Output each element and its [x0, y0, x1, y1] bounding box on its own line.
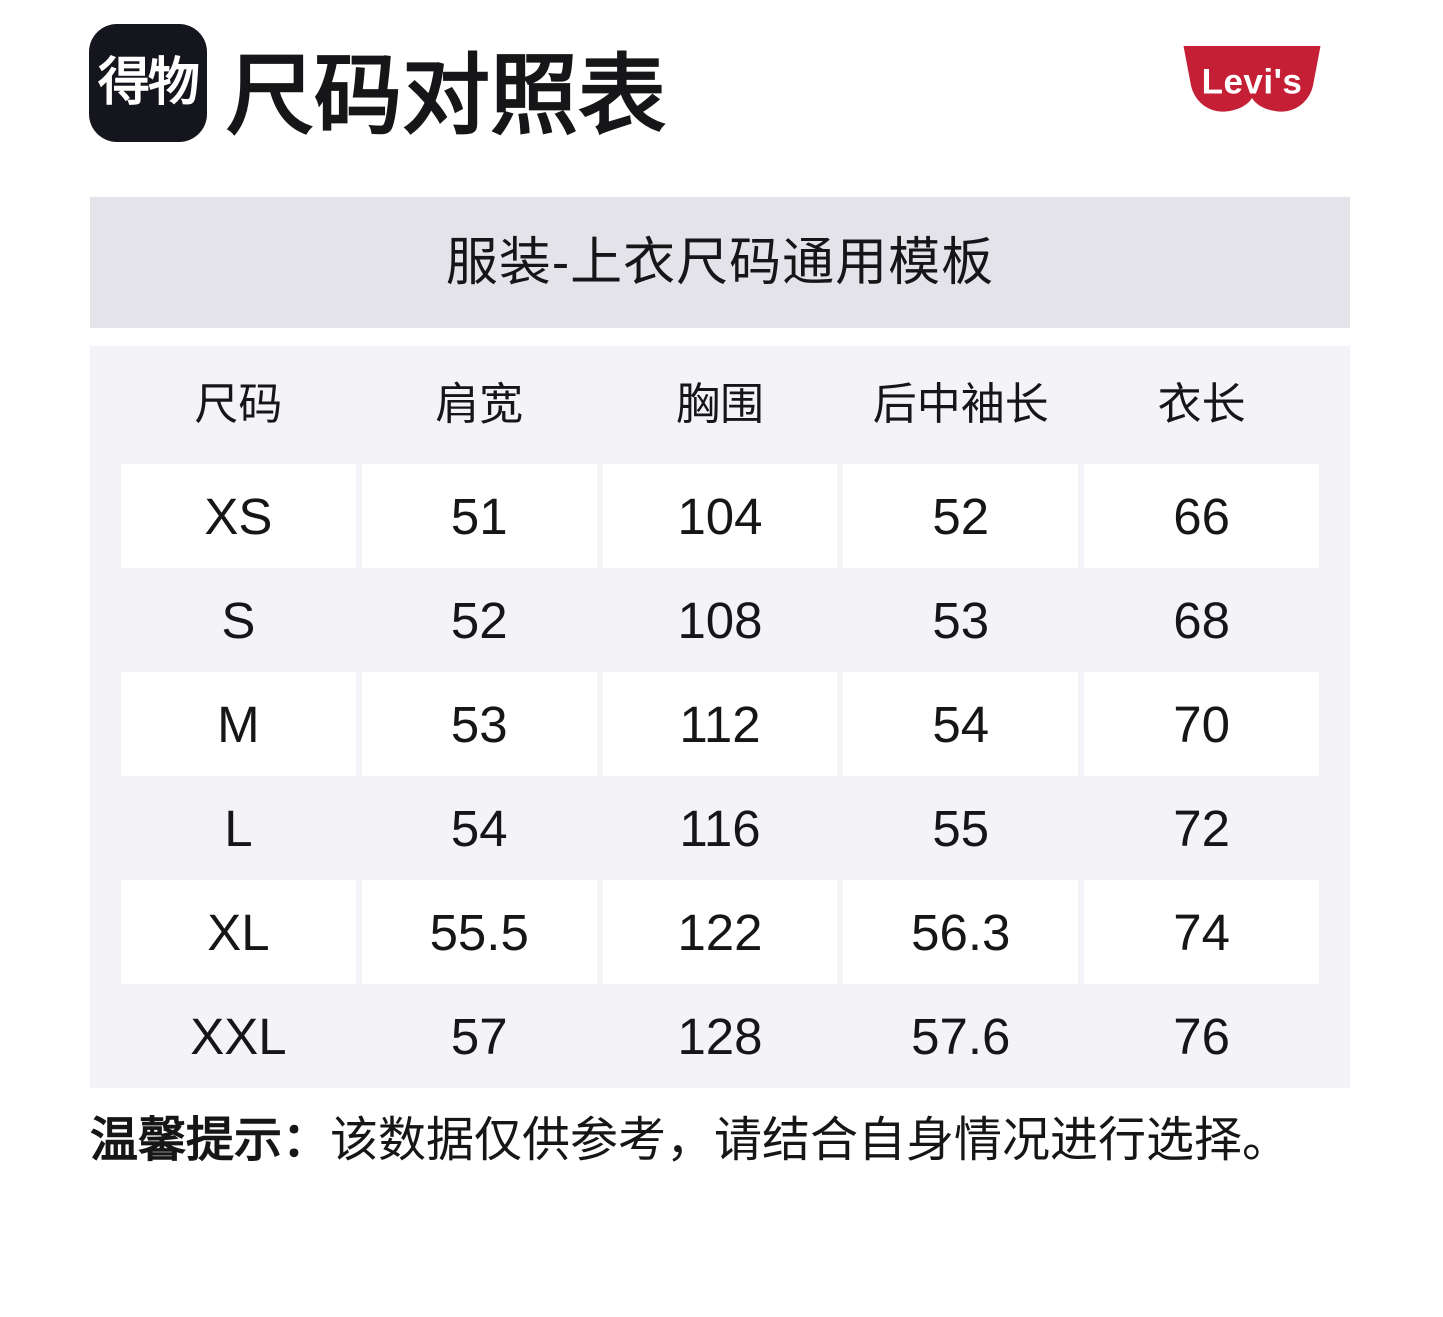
page-title: 尺码对照表	[226, 46, 667, 145]
levis-logo: Levi's	[1180, 46, 1324, 116]
levis-brand-text: Levi's	[1202, 63, 1303, 102]
column-header-1: 尺码	[194, 380, 283, 429]
column-header-4: 后中袖长	[872, 380, 1049, 429]
measurement-cell: 51	[361, 464, 597, 568]
size-label-cell: M	[121, 672, 356, 776]
measurement-cell: 52	[450, 591, 508, 649]
measurement-cell: 112	[602, 672, 838, 776]
size-label-cell: L	[224, 799, 253, 857]
column-header-3: 胸围	[675, 380, 764, 429]
measurement-cell: 56.3	[843, 880, 1079, 984]
measurement-cell: 66	[1084, 464, 1319, 568]
table-row-xxl: XXL 57 128 57.6 76	[121, 984, 1319, 1088]
measurement-cell: 55	[932, 799, 990, 857]
size-table-body: XS 51 104 52 66 S 52 108 53 68 M 53 112 54 70 L 54 116 55 7…	[121, 464, 1319, 1088]
size-label-cell: XL	[121, 880, 356, 984]
measurement-cell: 104	[602, 464, 838, 568]
measurement-cell: 54	[843, 672, 1079, 776]
column-header-2: 肩宽	[435, 380, 524, 429]
template-banner: 服装-上衣尺码通用模板	[90, 197, 1350, 328]
page-header: 得物 尺码对照表 Levi's	[0, 0, 1443, 142]
measurement-cell: 57.6	[911, 1007, 1011, 1065]
measurement-cell: 72	[1173, 799, 1230, 857]
measurement-cell: 68	[1173, 591, 1230, 649]
size-table: 尺码 肩宽 胸围 后中袖长 衣长 XS 51 104 52 66 S 52 108 53 68 M 53 112…	[90, 346, 1350, 1088]
column-header-5: 衣长	[1157, 380, 1246, 429]
template-banner-title: 服装-上衣尺码通用模板	[445, 233, 995, 292]
measurement-cell: 70	[1084, 672, 1319, 776]
size-table-header-row: 尺码 肩宽 胸围 后中袖长 衣长	[121, 346, 1319, 464]
table-row-s: S 52 108 53 68	[121, 568, 1319, 672]
size-label-cell: S	[221, 591, 256, 649]
measurement-cell: 116	[679, 799, 761, 857]
measurement-cell: 57	[450, 1007, 508, 1065]
levis-batwing-icon: Levi's	[1183, 46, 1321, 112]
measurement-cell: 53	[361, 672, 597, 776]
table-row-l: L 54 116 55 72	[121, 776, 1319, 880]
size-label-cell: XS	[121, 464, 356, 568]
note-text: 该数据仅供参考，请结合自身情况进行选择。	[330, 1114, 1291, 1167]
measurement-cell: 53	[932, 591, 990, 649]
note-label: 温馨提示：	[90, 1114, 331, 1167]
dewu-logo: 得物	[89, 24, 207, 142]
measurement-cell: 128	[677, 1007, 763, 1065]
measurement-cell: 52	[843, 464, 1079, 568]
measurement-cell: 74	[1084, 880, 1319, 984]
note: 温馨提示：该数据仅供参考，请结合自身情况进行选择。	[90, 1114, 1350, 1168]
dewu-logo-text: 得物	[97, 54, 200, 112]
table-row-xl: XL 55.5 122 56.3 74	[121, 880, 1319, 984]
table-row-m: M 53 112 54 70	[121, 672, 1319, 776]
measurement-cell: 76	[1173, 1007, 1230, 1065]
measurement-cell: 54	[450, 799, 508, 857]
table-row-xs: XS 51 104 52 66	[121, 464, 1319, 568]
measurement-cell: 55.5	[361, 880, 597, 984]
size-label-cell: XXL	[190, 1007, 287, 1065]
measurement-cell: 108	[677, 591, 763, 649]
measurement-cell: 122	[602, 880, 838, 984]
